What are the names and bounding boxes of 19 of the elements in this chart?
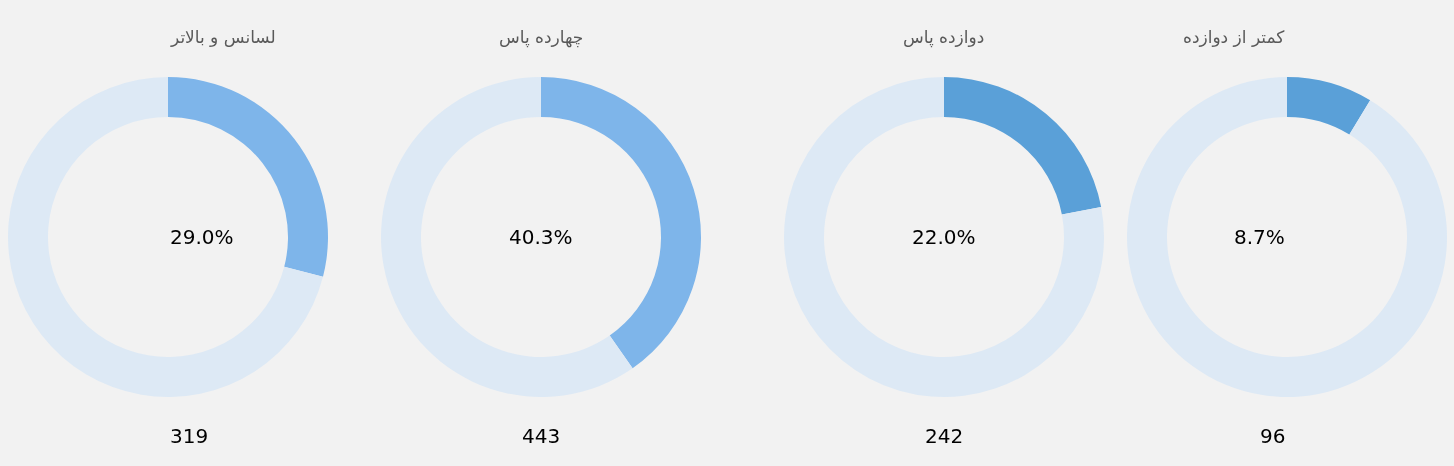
text: 242 — [925, 424, 964, 448]
chart-title: چهارده پاس — [499, 27, 584, 48]
chart-title: دوازده پاس — [903, 27, 985, 48]
text: 40.3% — [509, 225, 573, 249]
chart-title: کمتر از دوازده — [1183, 27, 1286, 47]
text: 96 — [1260, 424, 1286, 448]
donut-slice — [944, 77, 1102, 215]
donut-slice — [784, 77, 1104, 397]
donut-slice — [1127, 77, 1447, 397]
donut-slice — [168, 77, 328, 277]
text: 8.7% — [1234, 225, 1285, 249]
chart-title: لسانس و بالاتر — [170, 27, 276, 47]
donut-slice — [8, 77, 323, 397]
donut-slice — [1287, 77, 1371, 135]
text: 443 — [522, 424, 561, 448]
text: 22.0% — [912, 225, 976, 249]
donut-slice — [381, 77, 633, 397]
text: 29.0% — [170, 225, 234, 249]
text: 319 — [170, 424, 209, 448]
